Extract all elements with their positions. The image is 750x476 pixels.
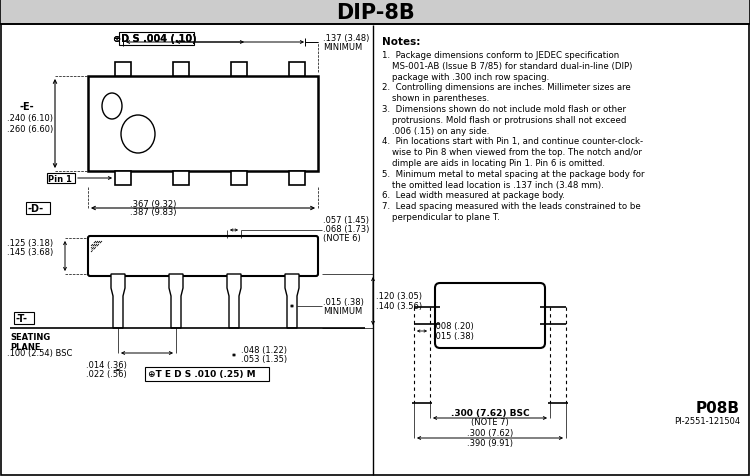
Text: wise to Pin 8 when viewed from the top. The notch and/or: wise to Pin 8 when viewed from the top. … [392,148,642,157]
Text: 5.  Minimum metal to metal spacing at the package body for: 5. Minimum metal to metal spacing at the… [382,169,644,178]
Text: .137 (3.48): .137 (3.48) [323,33,369,42]
Text: MINIMUM: MINIMUM [323,306,362,315]
Text: .048 (1.22): .048 (1.22) [241,346,287,355]
Text: 2.  Controlling dimensions are inches. Millimeter sizes are: 2. Controlling dimensions are inches. Mi… [382,83,631,92]
Text: .022 (.56): .022 (.56) [86,370,126,379]
Polygon shape [169,275,183,328]
Text: ⊕D S .004 (.10): ⊕D S .004 (.10) [113,34,196,44]
Bar [289,172,305,186]
Bar [14,312,34,324]
Text: (NOTE 7): (NOTE 7) [471,417,509,426]
Text: MS-001-AB (Issue B 7/85) for standard dual-in-line (DIP): MS-001-AB (Issue B 7/85) for standard du… [392,62,632,70]
Text: -T-: -T- [15,313,27,323]
Text: Pin 1: Pin 1 [48,174,72,183]
Bar [173,172,189,186]
Bar [115,172,131,186]
Text: .125 (3.18): .125 (3.18) [7,239,53,248]
Text: package with .300 inch row spacing.: package with .300 inch row spacing. [392,72,549,81]
Text: shown in parentheses.: shown in parentheses. [392,94,489,103]
Text: .014 (.36): .014 (.36) [86,361,127,370]
Text: 3.  Dimensions shown do not include mold flash or other: 3. Dimensions shown do not include mold … [382,105,626,114]
Text: .120 (3.05): .120 (3.05) [376,292,422,301]
Text: .057 (1.45): .057 (1.45) [323,216,369,225]
Text: the omitted lead location is .137 inch (3.48 mm).: the omitted lead location is .137 inch (… [392,180,604,189]
FancyBboxPatch shape [119,33,194,46]
Bar [0,0,750,25]
Bar [289,63,305,77]
Bar [115,63,131,77]
Text: .140 (3.56): .140 (3.56) [376,301,422,310]
Text: .015 (.38): .015 (.38) [323,297,364,306]
Text: .006 (.15) on any side.: .006 (.15) on any side. [392,126,489,135]
Text: -D-: -D- [27,204,43,214]
Text: P08B: P08B [696,401,740,416]
Text: protrusions. Mold flash or protrusions shall not exceed: protrusions. Mold flash or protrusions s… [392,116,626,125]
Bar [231,172,247,186]
Text: 4.  Pin locations start with Pin 1, and continue counter-clock-: 4. Pin locations start with Pin 1, and c… [382,137,643,146]
Text: .008 (.20): .008 (.20) [433,322,474,331]
Text: .367 (9.32): .367 (9.32) [130,199,176,208]
Text: 7.  Lead spacing measured with the leads constrained to be: 7. Lead spacing measured with the leads … [382,202,640,211]
Polygon shape [285,275,299,328]
Text: .390 (9.91): .390 (9.91) [467,438,513,447]
FancyBboxPatch shape [435,283,545,348]
FancyBboxPatch shape [88,237,318,277]
Bar [47,174,75,184]
Text: .300 (7.62): .300 (7.62) [466,428,513,437]
Text: (NOTE 6): (NOTE 6) [323,234,361,243]
Text: DIP-8B: DIP-8B [336,3,414,23]
Text: perpendicular to plane T.: perpendicular to plane T. [392,213,500,221]
Text: .240 (6.10): .240 (6.10) [7,114,53,123]
Text: .300 (7.62) BSC: .300 (7.62) BSC [451,408,530,417]
Text: .145 (3.68): .145 (3.68) [7,248,53,257]
Text: .260 (6.60): .260 (6.60) [7,125,53,134]
FancyBboxPatch shape [145,367,269,381]
Ellipse shape [121,116,155,154]
Ellipse shape [102,94,122,120]
Text: Notes:: Notes: [382,37,420,47]
Text: .100 (2.54) BSC: .100 (2.54) BSC [7,349,72,358]
Text: PLANE: PLANE [10,342,40,351]
Bar [26,203,50,215]
Polygon shape [111,275,125,328]
Text: MINIMUM: MINIMUM [323,42,362,51]
Text: .053 (1.35): .053 (1.35) [241,355,287,364]
Text: .068 (1.73): .068 (1.73) [323,225,369,234]
Text: -E-: -E- [20,101,34,111]
Text: .387 (9.83): .387 (9.83) [130,207,176,216]
Polygon shape [227,275,241,328]
Text: SEATING: SEATING [10,332,50,341]
Text: PI-2551-121504: PI-2551-121504 [674,416,740,426]
Text: 6.  Lead width measured at package body.: 6. Lead width measured at package body. [382,191,565,200]
Text: ⊕T E D S .010 (.25) M: ⊕T E D S .010 (.25) M [148,370,256,379]
Bar [231,63,247,77]
Text: ⊕D S .004 (.10): ⊕D S .004 (.10) [113,34,196,44]
Text: .015 (.38): .015 (.38) [433,331,474,340]
Bar [173,63,189,77]
Text: 1.  Package dimensions conform to JEDEC specification: 1. Package dimensions conform to JEDEC s… [382,51,620,60]
Text: dimple are aids in locating Pin 1. Pin 6 is omitted.: dimple are aids in locating Pin 1. Pin 6… [392,159,605,168]
Bar [88,77,318,172]
